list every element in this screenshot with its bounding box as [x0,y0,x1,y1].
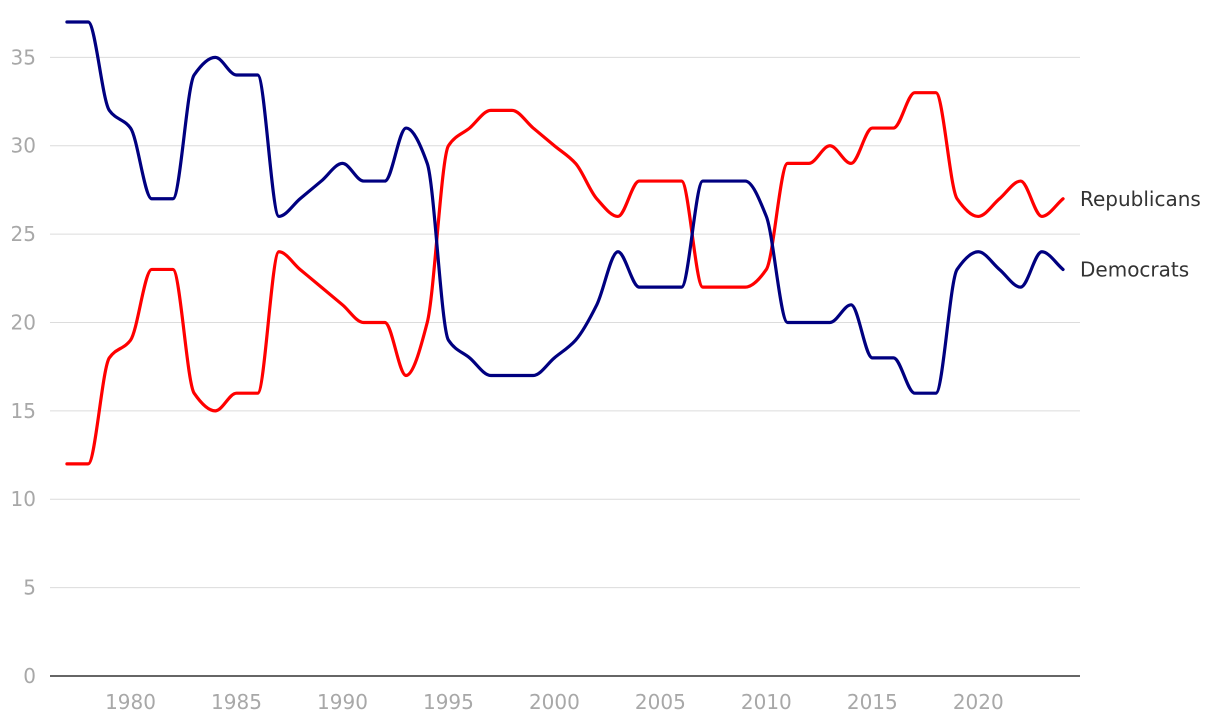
x-tick-label-1990: 1990 [317,690,368,714]
x-tick-label-1980: 1980 [105,690,156,714]
x-axis-ticks: 1980 1985 1990 1995 2000 2005 2010 2015 2020 [105,690,1004,714]
x-tick-label-2005: 2005 [635,690,686,714]
y-tick-label-25: 25 [11,222,36,246]
x-tick-label-1985: 1985 [211,690,262,714]
x-tick-label-2020: 2020 [953,690,1004,714]
y-tick-label-35: 35 [11,45,36,69]
y-axis-ticks: 0 5 10 15 20 25 30 35 [11,45,36,688]
series-line-republicans [65,91,1065,466]
x-tick-label-1995: 1995 [423,690,474,714]
y-tick-label-0: 0 [23,664,36,688]
y-tick-label-20: 20 [11,310,36,334]
y-tick-label-30: 30 [11,134,36,158]
y-tick-label-5: 5 [23,576,36,600]
y-tick-label-15: 15 [11,399,36,423]
series-labels: Republicans Democrats [1080,187,1201,282]
y-tick-label-10: 10 [11,487,36,511]
x-tick-label-2015: 2015 [847,690,898,714]
x-tick-label-2000: 2000 [529,690,580,714]
series-label-republicans: Republicans [1080,187,1201,211]
series-line-democrats [65,20,1065,395]
x-tick-label-2010: 2010 [741,690,792,714]
series-lines [65,20,1065,466]
gridlines [50,56,1080,589]
series-label-democrats: Democrats [1080,257,1189,281]
